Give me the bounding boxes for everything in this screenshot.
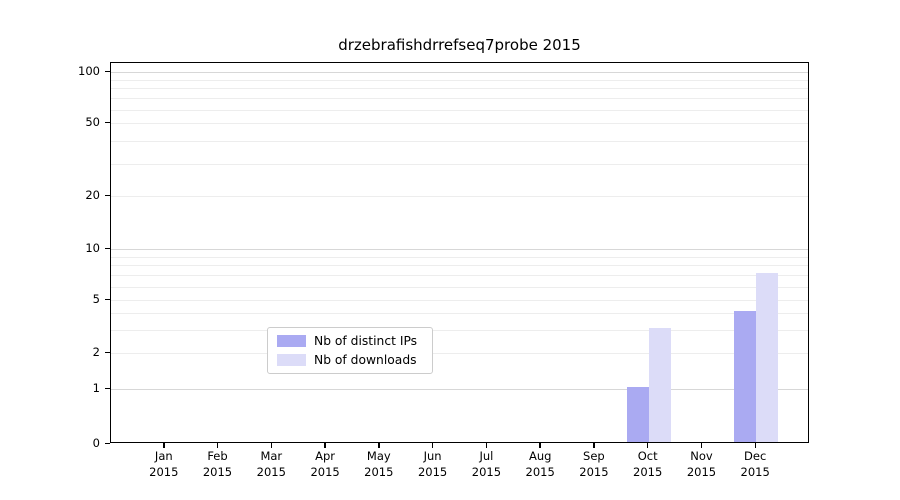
- y-tick-label-50: 50: [85, 114, 100, 129]
- x-tick-mark-apr: [324, 443, 326, 448]
- minor-gridline-3: [111, 329, 808, 331]
- chart-title: drzebrafishdrrefseq7probe 2015: [338, 36, 581, 54]
- x-tick-label-dec: Dec 2015: [740, 449, 770, 479]
- y-tick-mark-1: [105, 387, 110, 389]
- x-tick-mark-sep: [593, 443, 595, 448]
- bar-dec-nb-of-distinct-ips: [734, 310, 757, 442]
- x-tick-label-mar: Mar 2015: [256, 449, 286, 479]
- x-tick-label-jan: Jan 2015: [149, 449, 179, 479]
- minor-gridline-40: [111, 140, 808, 142]
- minor-gridline-8: [111, 265, 808, 267]
- y-tick-mark-10: [105, 247, 110, 249]
- x-tick-label-apr: Apr 2015: [310, 449, 340, 479]
- x-tick-label-aug: Aug 2015: [525, 449, 555, 479]
- x-tick-label-jun: Jun 2015: [417, 449, 448, 479]
- minor-gridline-80: [111, 88, 808, 90]
- legend-row-nb-of-distinct-ips: Nb of distinct IPs: [277, 334, 423, 348]
- major-gridline-100: [111, 72, 808, 73]
- major-gridline-10: [111, 249, 808, 250]
- minor-gridline-9: [111, 256, 808, 258]
- y-tick-label-1: 1: [92, 380, 100, 395]
- x-tick-mark-may: [378, 443, 380, 448]
- plot-area: [110, 62, 809, 443]
- legend-swatch-icon: [277, 354, 306, 366]
- x-tick-label-sep: Sep 2015: [579, 449, 609, 479]
- y-tick-label-10: 10: [85, 240, 100, 255]
- minor-gridline-20: [111, 196, 808, 197]
- bar-dec-nb-of-downloads: [756, 273, 779, 442]
- x-tick-label-nov: Nov 2015: [686, 449, 717, 479]
- x-tick-label-oct: Oct 2015: [633, 449, 663, 479]
- minor-gridline-70: [111, 98, 808, 100]
- major-gridline-1: [111, 389, 808, 390]
- minor-gridline-50: [111, 123, 808, 124]
- legend: Nb of distinct IPs Nb of downloads: [267, 327, 433, 374]
- x-tick-mark-mar: [270, 443, 273, 448]
- y-tick-mark-2: [105, 351, 110, 353]
- minor-gridline-6: [111, 286, 808, 288]
- y-tick-mark-50: [105, 121, 110, 123]
- y-tick-label-0: 0: [92, 435, 100, 450]
- y-tick-mark-20: [105, 194, 110, 196]
- minor-gridline-60: [111, 109, 808, 111]
- y-tick-label-5: 5: [92, 291, 100, 306]
- minor-gridline-7: [111, 275, 808, 277]
- x-tick-label-feb: Feb 2015: [202, 449, 233, 479]
- bar-oct-nb-of-downloads: [648, 327, 671, 442]
- x-tick-mark-feb: [216, 443, 219, 448]
- x-tick-mark-oct: [646, 443, 649, 448]
- legend-label: Nb of distinct IPs: [314, 334, 418, 348]
- y-tick-label-2: 2: [92, 344, 100, 359]
- x-tick-mark-jun: [431, 443, 434, 448]
- legend-row-nb-of-downloads: Nb of downloads: [277, 353, 423, 367]
- minor-gridline-2: [111, 353, 808, 354]
- x-tick-mark-nov: [700, 443, 703, 448]
- minor-gridline-4: [111, 312, 808, 314]
- minor-gridline-5: [111, 300, 808, 301]
- minor-gridline-90: [111, 79, 808, 81]
- x-tick-mark-dec: [754, 443, 756, 448]
- x-tick-mark-aug: [539, 443, 541, 448]
- y-tick-mark-5: [105, 298, 110, 300]
- x-tick-label-jul: Jul 2015: [471, 449, 502, 479]
- x-tick-label-may: May 2015: [364, 449, 394, 479]
- y-tick-mark-0: [105, 442, 110, 444]
- y-tick-label-100: 100: [78, 63, 100, 78]
- bar-oct-nb-of-distinct-ips: [626, 387, 649, 442]
- y-tick-label-20: 20: [85, 187, 100, 202]
- legend-label: Nb of downloads: [314, 353, 417, 367]
- x-tick-mark-jan: [163, 443, 165, 448]
- y-tick-mark-100: [105, 70, 110, 72]
- x-tick-mark-jul: [485, 443, 488, 448]
- minor-gridline-30: [111, 163, 808, 165]
- legend-swatch-icon: [277, 335, 306, 347]
